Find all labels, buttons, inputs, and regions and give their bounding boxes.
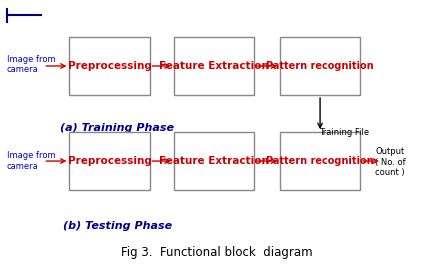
Text: Preprocessing: Preprocessing [68, 156, 151, 166]
Text: Feature Extraction: Feature Extraction [159, 61, 269, 71]
Text: (b) Testing Phase: (b) Testing Phase [62, 221, 172, 231]
Text: Image from
camera: Image from camera [7, 151, 55, 171]
Text: Pattern recognition: Pattern recognition [266, 156, 374, 166]
Text: Pattern recognition: Pattern recognition [266, 61, 374, 71]
Bar [69, 37, 150, 95]
Text: Fig 3.  Functional block  diagram: Fig 3. Functional block diagram [121, 246, 313, 259]
Text: Output
( No. of
count ): Output ( No. of count ) [375, 148, 406, 177]
Bar [174, 37, 254, 95]
Text: Feature Extraction: Feature Extraction [159, 156, 269, 166]
Text: (a) Training Phase: (a) Training Phase [60, 123, 174, 133]
Text: Training File: Training File [319, 128, 369, 137]
Text: Image from
camera: Image from camera [7, 55, 55, 74]
Bar [174, 132, 254, 190]
Bar [280, 132, 360, 190]
Bar [69, 132, 150, 190]
Bar [280, 37, 360, 95]
Text: Preprocessing: Preprocessing [68, 61, 151, 71]
